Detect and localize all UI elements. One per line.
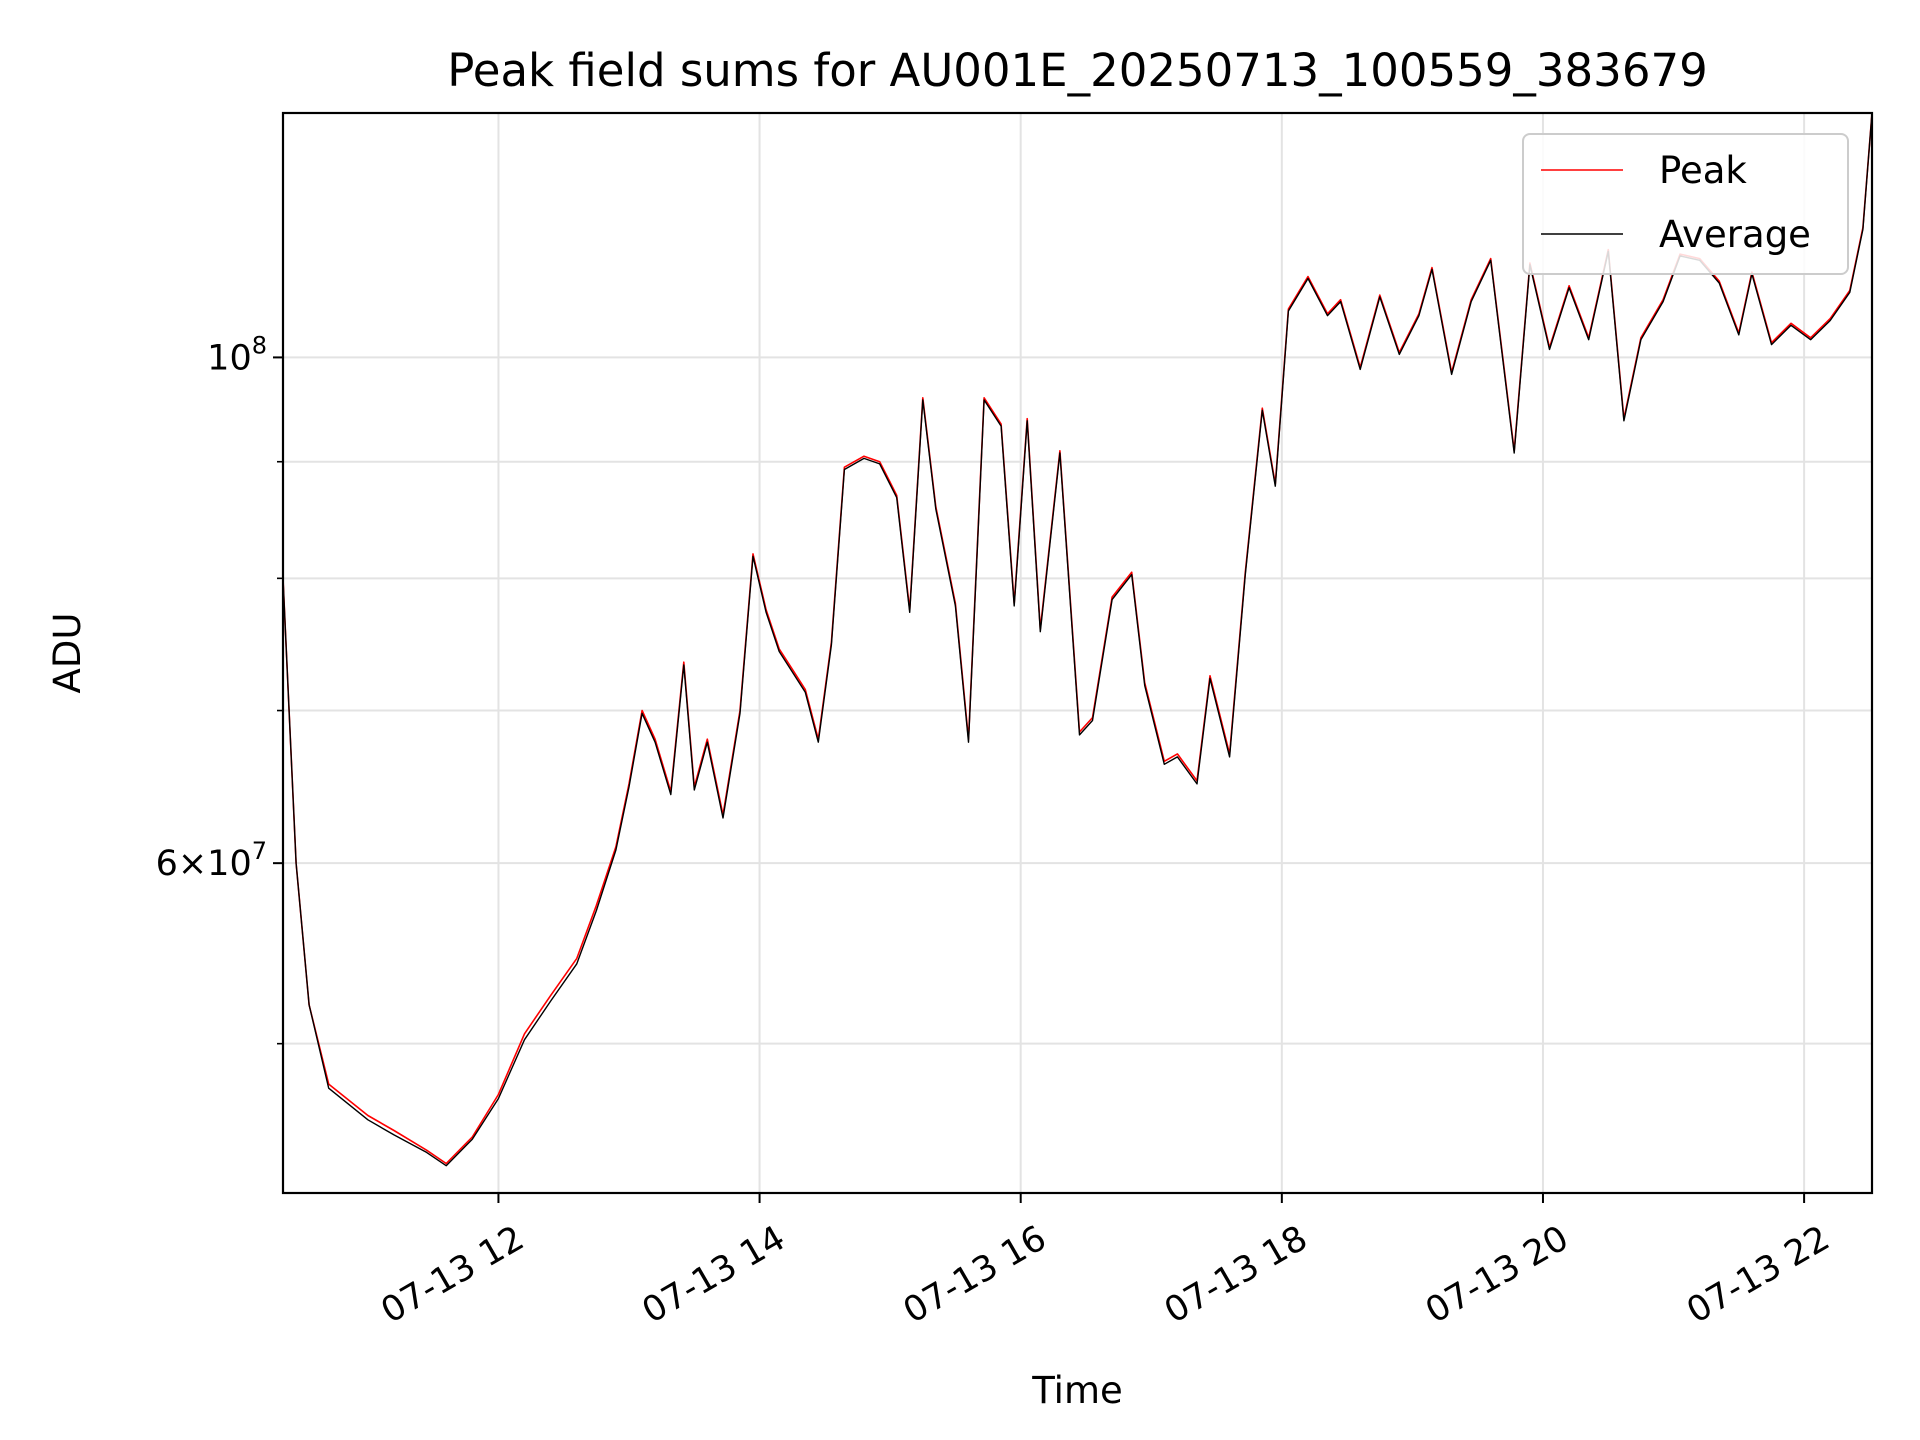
y-tick-label: 108 [207, 331, 267, 378]
plot-frame [281, 111, 1874, 1195]
legend: Peak Average [1522, 133, 1849, 275]
legend-box [1522, 133, 1849, 275]
y-axis-label: ADU [46, 613, 89, 694]
legend-label: Average [1659, 213, 1811, 256]
grid [283, 113, 1872, 1193]
x-axis-label: Time [1031, 1369, 1123, 1412]
y-tick-label: 6×107 [156, 837, 267, 884]
legend-label: Peak [1659, 149, 1747, 192]
chart-title: Peak field sums for AU001E_20250713_1005… [447, 44, 1707, 97]
